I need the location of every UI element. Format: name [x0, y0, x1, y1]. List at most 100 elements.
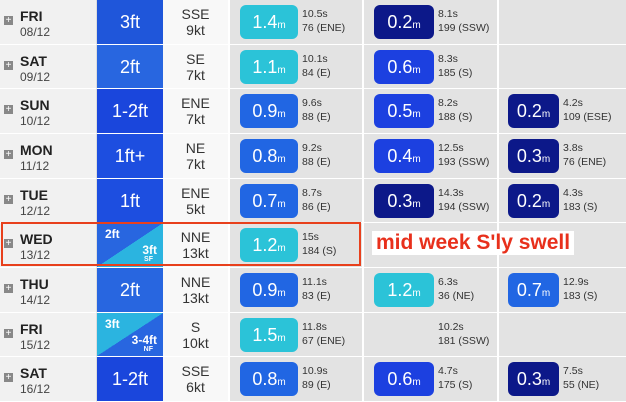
swell-cell: 0.7m 12.9s 183 (S) — [497, 268, 626, 313]
swell-cell: 1.4m 10.5s 76 (ENE) — [228, 0, 362, 45]
swell-direction: 83 (E) — [302, 290, 331, 302]
wave-bottom: 3-4ft — [131, 332, 157, 347]
swell-value: 0.3 — [387, 190, 413, 211]
swell-info: 14.3s 194 (SSW) — [438, 186, 489, 214]
wave-height: 1-2ft — [97, 89, 163, 134]
swell-period: 4.2s — [563, 97, 583, 110]
swell-cell: 0.8m 10.9s 89 (E) — [228, 357, 362, 402]
day-label: FRI — [20, 320, 43, 337]
day-cell: + SAT 16/12 — [0, 357, 97, 402]
day-cell: + SUN 10/12 — [0, 89, 97, 134]
date-label: 10/12 — [20, 114, 51, 129]
day-label: SUN — [20, 97, 50, 114]
wind-speed: 13kt — [182, 290, 209, 306]
wind-direction: NE — [185, 140, 206, 156]
date-label: 14/12 — [20, 293, 51, 307]
swell-value: 0.6 — [387, 369, 413, 390]
swell-info: 9.2s 88 (E) — [302, 141, 331, 169]
swell-value: 1.1 — [252, 56, 278, 77]
day-cell: + TUE 12/12 — [0, 178, 97, 224]
swell-direction: 36 (NE) — [438, 290, 475, 302]
swell-value: 0.3 — [516, 146, 542, 166]
wind-speed: 7kt — [186, 111, 205, 128]
expand-button[interactable]: + — [4, 193, 13, 205]
wind-direction: SE — [186, 50, 205, 67]
wave-top: 3ft — [105, 316, 120, 331]
date-label: 16/12 — [20, 382, 51, 397]
swell-value: 0.5 — [387, 101, 413, 122]
swell-info: 11.1s 83 (E) — [302, 275, 331, 303]
wave-split: 2ft 3ft SF — [97, 223, 163, 268]
wind-direction: SSE — [181, 363, 210, 380]
swell-info: 4.7s 175 (S) — [438, 364, 472, 392]
unit: m — [412, 288, 421, 299]
swell-cell: 0.6m 8.3s 185 (S) — [362, 44, 497, 90]
day-cell: + SAT 09/12 — [0, 44, 97, 90]
wave-height: 1ft+ — [97, 134, 163, 179]
swell-period: 12.9s — [563, 276, 589, 288]
swell-period: 8.3s — [438, 52, 458, 65]
swell-period: 15s — [302, 231, 319, 244]
swell-value: 0.2 — [516, 190, 542, 211]
day-label: FRI — [20, 8, 43, 24]
swell-info: 15s 184 (S) — [302, 230, 336, 258]
swell-cell: 0.7m 8.7s 86 (E) — [228, 178, 362, 224]
swell-info: 6.3s 36 (NE) — [438, 275, 474, 303]
wind-cell: SE 7kt — [163, 44, 228, 90]
swell-cell: 1.1m 10.1s 84 (E) — [228, 44, 362, 90]
expand-button[interactable]: + — [4, 149, 13, 160]
swell-info: 12.5s 193 (SSW) — [438, 141, 489, 169]
swell-period: 10.2s — [438, 320, 464, 333]
swell-info: 9.6s 88 (E) — [302, 96, 331, 124]
swell-direction: 181 (SSW) — [438, 334, 490, 347]
swell-height: 0.7m — [240, 183, 298, 218]
swell-period: 8.2s — [438, 97, 458, 110]
swell-period: 4.7s — [438, 365, 458, 378]
swell-period: 6.3s — [438, 276, 458, 288]
expand-button[interactable]: + — [4, 238, 13, 250]
swell-height: 1.2m — [374, 273, 434, 307]
swell-period: 11.1s — [302, 276, 327, 288]
swell-period: 4.3s — [563, 186, 583, 199]
swell-cell: 0.9m 11.1s 83 (E) — [228, 268, 362, 313]
expand-button[interactable]: + — [4, 104, 13, 116]
swell-info: 10.5s 76 (ENE) — [302, 7, 345, 35]
swell-height: 1.5m — [240, 317, 298, 352]
unit: m — [541, 288, 551, 299]
highlight-box — [1, 222, 361, 266]
swell-height: 0.2m — [508, 183, 559, 218]
swell-height: 0.6m — [374, 362, 434, 397]
expand-button[interactable]: + — [4, 372, 13, 384]
unit: m — [412, 109, 421, 121]
expand-button[interactable]: + — [4, 15, 13, 26]
wind-cell: SSE 9kt — [163, 0, 228, 45]
day-label: MON — [20, 142, 53, 158]
expand-button[interactable]: + — [4, 327, 13, 339]
swell-height: 0.9m — [240, 273, 298, 307]
swell-direction: 194 (SSW) — [438, 200, 490, 213]
swell-direction: 86 (E) — [302, 200, 331, 213]
unit: m — [412, 377, 421, 389]
swell-value: 0.8 — [252, 369, 278, 390]
wind-speed: 9kt — [186, 22, 205, 38]
day-cell: + MON 11/12 — [0, 134, 97, 179]
swell-cell — [497, 44, 626, 90]
swell-direction: 88 (E) — [302, 156, 331, 168]
swell-value: 1.2 — [387, 280, 413, 300]
swell-direction: 175 (S) — [438, 379, 473, 392]
unit: m — [277, 20, 286, 31]
swell-cell: 1.2m 15s 184 (S) — [228, 223, 362, 268]
wave-bottom: 3ft — [142, 243, 157, 258]
expand-button[interactable]: + — [4, 59, 13, 71]
swell-value: 1.4 — [252, 12, 278, 32]
swell-height: 1.1m — [240, 49, 298, 84]
expand-button[interactable]: + — [4, 283, 13, 294]
wind-speed: 7kt — [186, 156, 205, 172]
date-label: 12/12 — [20, 203, 51, 218]
wave-height: 1-2ft — [97, 357, 163, 402]
wind-direction: NNE — [180, 274, 211, 290]
swell-direction: 183 (S) — [563, 200, 598, 213]
unit: m — [412, 198, 421, 210]
swell-cell — [497, 0, 626, 45]
swell-cell: 0.3m 7.5s 55 (NE) — [497, 357, 626, 402]
